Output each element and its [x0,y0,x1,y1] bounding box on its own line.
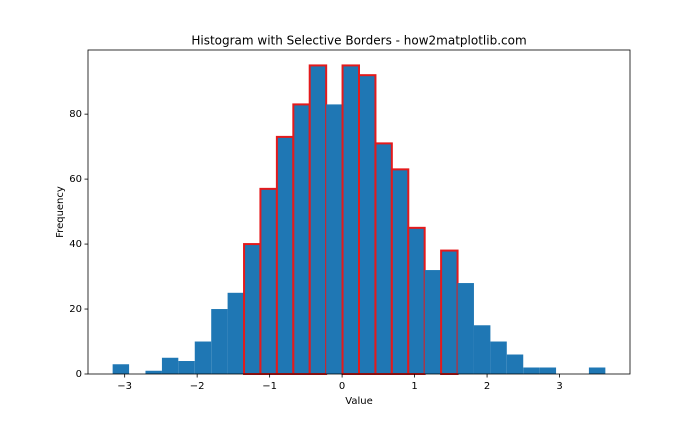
chart-title: Histogram with Selective Borders - how2m… [191,34,526,48]
bar [227,292,245,374]
bar [341,64,361,376]
x-tick-label: −3 [117,381,132,392]
bar [145,370,162,374]
bar [424,270,442,374]
bar [539,367,557,374]
x-axis-label: Value [345,396,372,407]
bar [178,361,195,374]
bar [161,357,179,374]
bar [407,226,426,375]
bar [308,64,328,376]
bar [194,341,212,374]
bar [292,103,311,376]
bar [523,367,540,374]
x-tick-label: 1 [411,381,417,392]
bar [440,249,459,375]
bar [112,364,130,374]
bar [457,283,474,374]
bar [211,309,228,374]
bar [374,142,393,375]
bar [259,187,278,375]
bar [326,104,343,375]
y-tick-label: 40 [69,239,82,250]
x-tick-label: 2 [484,381,490,392]
bar [588,367,606,374]
bar [390,168,410,375]
bar [243,243,262,375]
y-tick-label: 20 [69,304,82,315]
bar [473,325,491,374]
bar [490,341,507,374]
plot-frame [87,49,631,375]
bar [358,74,377,375]
y-tick-label: 80 [69,109,82,120]
y-axis-label: Frequency [55,186,66,238]
x-tick-label: 3 [556,381,562,392]
bar [506,354,524,374]
x-tick-label: −1 [262,381,277,392]
bar [275,135,295,375]
x-tick-label: 0 [339,381,345,392]
y-tick-label: 0 [76,369,82,380]
x-tick-label: −2 [190,381,205,392]
y-tick-label: 60 [69,174,82,185]
